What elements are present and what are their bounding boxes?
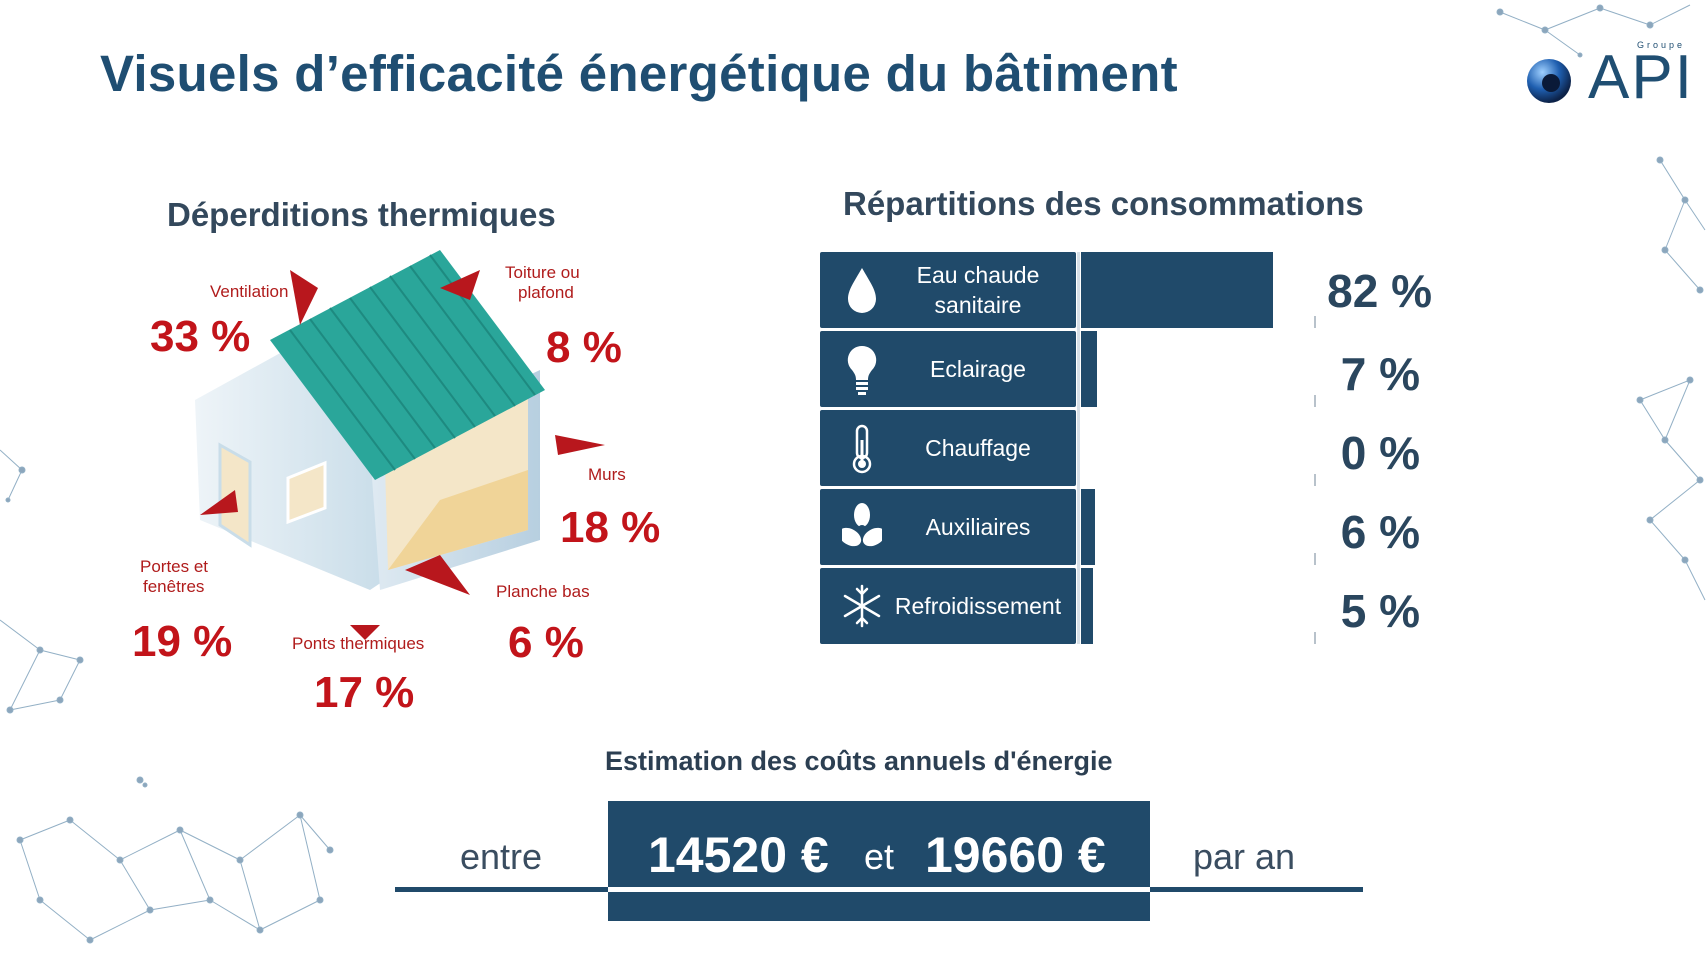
loss-value-thermal-bridges: 17 % <box>314 668 415 717</box>
loss-value-doors: 19 % <box>132 617 233 666</box>
loss-value-roof: 8 % <box>546 323 622 372</box>
lightbulb-icon <box>847 345 877 395</box>
globe-icon <box>1527 59 1571 103</box>
company-logo <box>1524 36 1684 116</box>
consumption-row-hot-water: Eau chaude sanitaire <box>820 252 1076 328</box>
logo-brand-text: API <box>1588 43 1694 112</box>
costs-prefix: entre <box>460 836 543 877</box>
page-title: Visuels d’efficacité énergétique du bâti… <box>100 45 1178 102</box>
loss-label-walls: Murs <box>588 465 626 484</box>
consumption-value-auxiliaries: 6 % <box>1340 506 1420 558</box>
axis-tick <box>1314 316 1316 328</box>
consumption-bar-auxiliaries <box>1081 489 1095 565</box>
axis-tick <box>1314 474 1316 486</box>
consumption-bar-cooling <box>1081 568 1093 644</box>
consumption-value-heating: 0 % <box>1340 427 1420 479</box>
loss-label-ventilation: Ventilation <box>210 282 289 301</box>
consumption-value-hot-water: 82 % <box>1327 265 1432 317</box>
logo-groupe-text: Groupe <box>1637 40 1686 50</box>
consumption-axis <box>1077 252 1080 644</box>
costs-suffix: par an <box>1193 836 1296 877</box>
consumption-title: Répartitions des consommations <box>843 185 1364 222</box>
axis-tick <box>1314 395 1316 407</box>
consumption-bar-lighting <box>1081 331 1097 407</box>
consumption-label-auxiliaries: Auxiliaires <box>925 514 1031 540</box>
consumption-label-heating: Chauffage <box>925 435 1031 461</box>
axis-tick <box>1314 553 1316 565</box>
consumption-label-hot-water-1: Eau chaude <box>916 262 1040 288</box>
loss-value-ventilation: 33 % <box>150 312 251 361</box>
consumption-row-lighting: Eclairage <box>820 331 1076 407</box>
snowflake-icon <box>843 584 881 628</box>
consumption-label-hot-water-2: sanitaire <box>934 292 1022 318</box>
loss-label-thermal-bridges: Ponts thermiques <box>292 634 425 653</box>
loss-label-doors-2: fenêtres <box>143 577 205 596</box>
loss-label-doors-1: Portes et <box>140 557 209 576</box>
loss-label-floor: Planche bas <box>496 582 590 601</box>
consumption-value-lighting: 7 % <box>1340 348 1420 400</box>
axis-tick <box>1314 632 1316 644</box>
loss-value-walls: 18 % <box>560 503 661 552</box>
consumption-label-lighting: Eclairage <box>930 356 1026 382</box>
house-illustration <box>195 250 605 640</box>
costs-high-value: 19660 € <box>925 827 1106 883</box>
consumption-row-heating: Chauffage <box>820 410 1076 486</box>
loss-label-roof-1: Toiture ou <box>505 263 580 282</box>
consumption-row-auxiliaries: Auxiliaires <box>820 489 1076 565</box>
thermometer-icon <box>852 424 872 474</box>
costs-box-divider <box>608 887 1150 892</box>
losses-title: Déperditions thermiques <box>167 196 556 233</box>
water-drop-icon <box>848 268 876 313</box>
consumption-row-cooling: Refroidissement <box>820 568 1076 644</box>
consumption-bar-hot-water <box>1081 252 1273 328</box>
costs-low-value: 14520 € <box>648 827 829 883</box>
consumption-label-cooling: Refroidissement <box>894 593 1062 619</box>
costs-connector: et <box>864 836 895 877</box>
loss-label-roof-2: plafond <box>518 283 574 302</box>
costs-title: Estimation des coûts annuels d'énergie <box>605 746 1113 776</box>
consumption-value-cooling: 5 % <box>1340 585 1420 637</box>
loss-value-floor: 6 % <box>508 618 584 667</box>
fan-icon <box>842 503 882 547</box>
costs-box <box>608 801 1150 921</box>
